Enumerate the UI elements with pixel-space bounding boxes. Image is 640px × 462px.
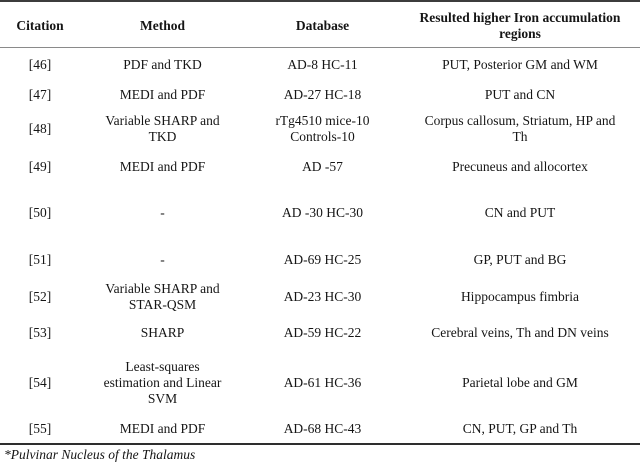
citation-cell: [55] bbox=[0, 415, 80, 445]
table-row: [52] Variable SHARP and STAR-QSM AD-23 H… bbox=[0, 279, 640, 316]
citation-cell: [48] bbox=[28, 120, 52, 136]
table-row: [51] - AD-69 HC-25 GP, PUT and BG bbox=[0, 241, 640, 279]
table-body: [46] PDF and TKD AD-8 HC-11 PUT, Posteri… bbox=[0, 48, 640, 445]
database-cell: AD-69 HC-25 bbox=[283, 251, 362, 267]
regions-cell: Precuneus and allocortex bbox=[452, 159, 588, 174]
regions-cell: CN and PUT bbox=[484, 205, 556, 220]
regions-cell: Parietal lobe and GM bbox=[462, 375, 578, 390]
regions-cell: Cerebral veins, Th and DN veins bbox=[431, 325, 609, 340]
results-table: Citation Method Database Resulted higher… bbox=[0, 0, 640, 445]
method-cell: Least-squares estimation and Linear SVM bbox=[103, 359, 222, 406]
table-row: [47] MEDI and PDF AD-27 HC-18 PUT and CN bbox=[0, 82, 640, 109]
regions-cell: PUT, Posterior GM and WM bbox=[442, 56, 598, 72]
citation-cell: [52] bbox=[28, 289, 52, 304]
table-row: [46] PDF and TKD AD-8 HC-11 PUT, Posteri… bbox=[0, 48, 640, 82]
table-footnote: *Pulvinar Nucleus of the Thalamus bbox=[4, 446, 196, 462]
database-cell: AD -57 bbox=[302, 159, 343, 174]
table-row: [49] MEDI and PDF AD -57 Precuneus and a… bbox=[0, 149, 640, 186]
citation-cell: [46] bbox=[28, 56, 52, 72]
citation-cell: [53] bbox=[28, 325, 52, 340]
method-cell: PDF and TKD bbox=[123, 56, 202, 72]
method-cell: - bbox=[160, 205, 165, 220]
table-row: [50] - AD -30 HC-30 CN and PUT bbox=[0, 186, 640, 241]
method-cell: Variable SHARP and TKD bbox=[105, 112, 220, 144]
database-cell: rTg4510 mice-10 Controls-10 bbox=[275, 112, 370, 144]
citation-cell: [54] bbox=[28, 375, 52, 390]
table-row: [55] MEDI and PDF AD-68 HC-43 CN, PUT, G… bbox=[0, 415, 640, 445]
table-header: Citation Method Database Resulted higher… bbox=[0, 0, 640, 48]
database-cell: AD-61 HC-36 bbox=[283, 375, 362, 390]
regions-cell: Hippocampus fimbria bbox=[460, 289, 580, 304]
method-cell: - bbox=[160, 251, 165, 267]
citation-cell: [49] bbox=[28, 159, 52, 174]
regions-cell: GP, PUT and BG bbox=[473, 251, 567, 267]
database-cell: AD-8 HC-11 bbox=[287, 56, 358, 72]
method-cell: Variable SHARP and STAR-QSM bbox=[105, 281, 220, 312]
database-cell: AD-59 HC-22 bbox=[283, 325, 362, 340]
citation-cell: [50] bbox=[28, 205, 52, 220]
header-row: Citation Method Database Resulted higher… bbox=[0, 0, 640, 48]
column-header-method: Method bbox=[80, 0, 245, 48]
table-row: [48] Variable SHARP and TKD rTg4510 mice… bbox=[0, 109, 640, 149]
citation-cell: [47] bbox=[28, 87, 52, 102]
regions-cell: Corpus callosum, Striatum, HP and Th bbox=[424, 112, 616, 144]
column-header-database: Database bbox=[245, 0, 400, 48]
regions-cell: CN, PUT, GP and Th bbox=[400, 415, 640, 445]
table-row: [53] SHARP AD-59 HC-22 Cerebral veins, T… bbox=[0, 316, 640, 351]
database-cell: AD-27 HC-18 bbox=[283, 87, 362, 102]
database-cell: AD-23 HC-30 bbox=[283, 289, 362, 304]
database-cell: AD-68 HC-43 bbox=[245, 415, 400, 445]
regions-cell: PUT and CN bbox=[484, 87, 556, 102]
citation-cell: [51] bbox=[28, 251, 52, 267]
method-cell: MEDI and PDF bbox=[119, 87, 206, 102]
database-cell: AD -30 HC-30 bbox=[282, 205, 363, 220]
table-row: [54] Least-squares estimation and Linear… bbox=[0, 351, 640, 416]
method-cell: SHARP bbox=[140, 325, 185, 340]
method-cell: MEDI and PDF bbox=[80, 415, 245, 445]
method-cell: MEDI and PDF bbox=[119, 159, 206, 174]
column-header-regions: Resulted higher Iron accumulation region… bbox=[400, 0, 640, 48]
column-header-citation: Citation bbox=[0, 0, 80, 48]
